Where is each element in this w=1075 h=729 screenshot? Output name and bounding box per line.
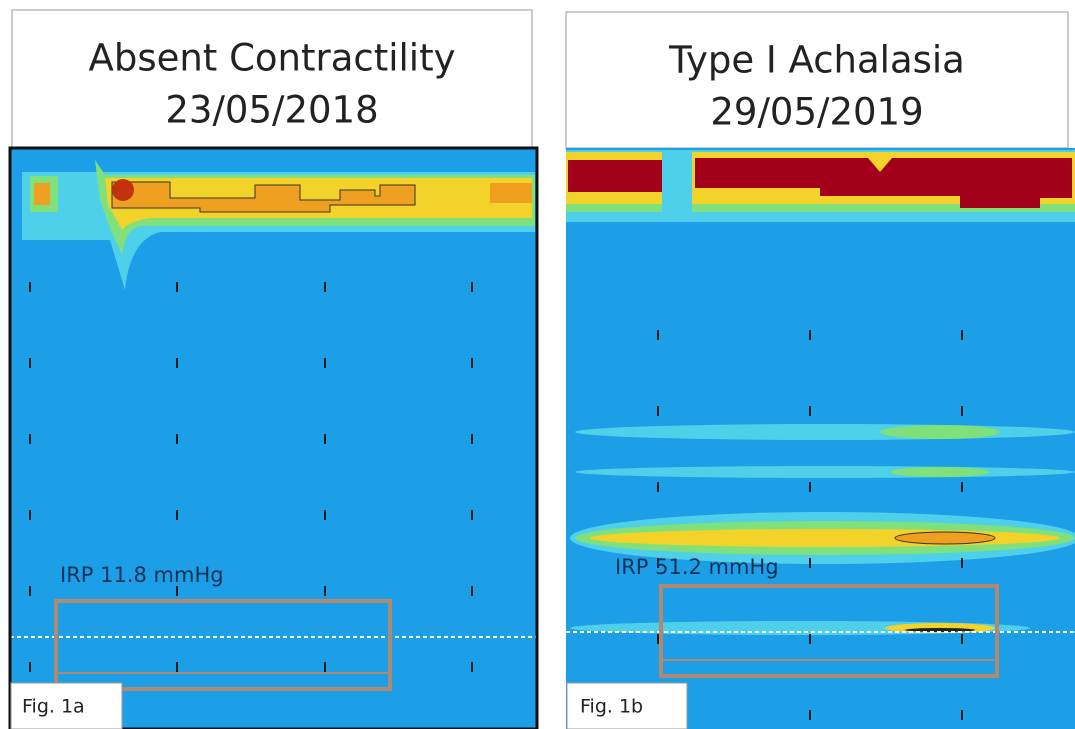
plot-border: [8, 146, 539, 729]
band: [890, 467, 990, 477]
irp-box: [659, 584, 999, 678]
band-core: [894, 531, 996, 545]
fig-label-box: [566, 682, 688, 729]
topography: [10, 148, 537, 729]
band-core: [111, 181, 416, 213]
header-box: [11, 9, 533, 149]
panel-a: Absent Contractility 23/05/2018 IRP 11.8…: [8, 9, 539, 729]
band-core: [490, 183, 532, 203]
irp-box: [54, 599, 392, 691]
panel-date: 23/05/2018: [165, 89, 378, 132]
band-core: [34, 183, 50, 205]
band-core: [568, 158, 1072, 208]
panel-b: Type I Achalasia 29/05/2019 IRP 51.2 mmH…: [565, 11, 1075, 729]
band: [575, 466, 1075, 478]
peak: [112, 179, 134, 201]
fig-label: Fig. 1a: [22, 696, 85, 718]
panel-title: Type I Achalasia: [668, 39, 965, 82]
fig-label-box: [10, 682, 123, 729]
header-box: [565, 11, 1069, 149]
irp-label: IRP 11.8 mmHg: [60, 563, 224, 587]
fig-label: Fig. 1b: [580, 696, 643, 718]
panel-title: Absent Contractility: [89, 37, 456, 80]
band-core: [905, 628, 975, 632]
band-gap: [662, 150, 692, 220]
band: [880, 425, 1000, 439]
irp-label: IRP 51.2 mmHg: [615, 555, 779, 579]
panel-date: 29/05/2019: [710, 91, 923, 134]
